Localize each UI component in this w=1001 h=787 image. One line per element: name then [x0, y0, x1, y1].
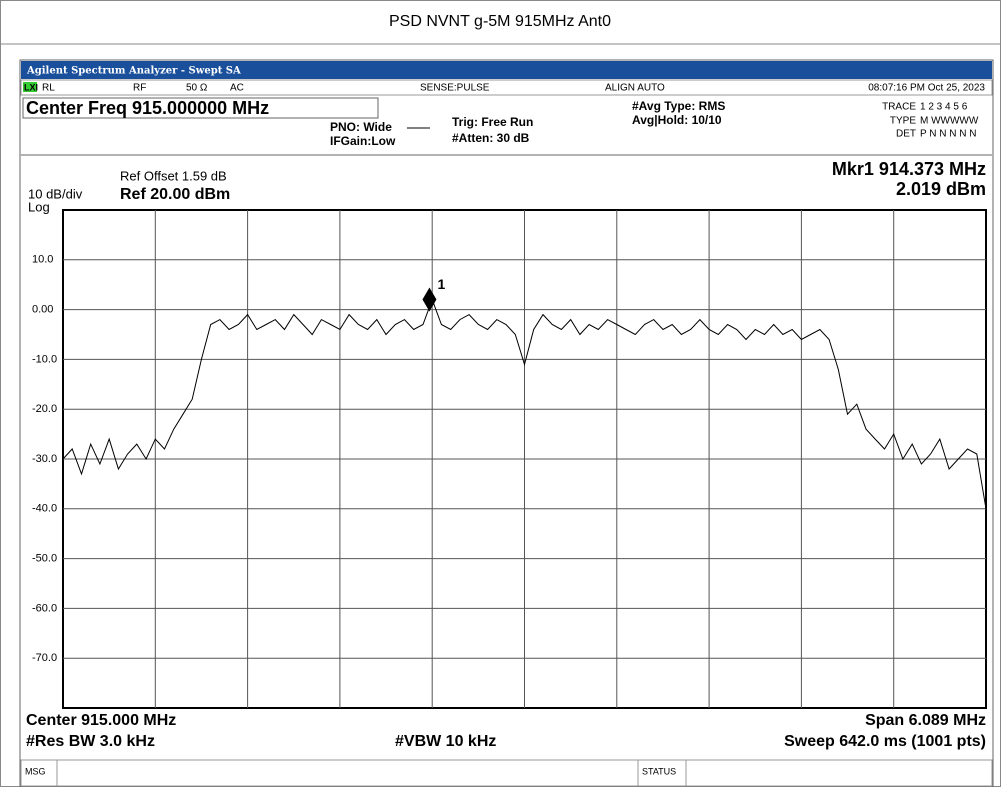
y-tick-label: -40.0	[32, 503, 57, 515]
msg: MSG	[25, 766, 46, 776]
type-label: TYPE	[890, 116, 916, 127]
y-tick-label: -50.0	[32, 553, 57, 565]
plot: 10.0 0.00 -10.0 -20.0 -30.0 -40.0 -50.0 -60.0 -7…	[32, 209, 987, 709]
ref-offset: Ref Offset 1.59 dB	[120, 168, 227, 183]
span: Span 6.089 MHz	[865, 712, 986, 729]
type-values: M WWWWW	[920, 116, 979, 127]
center-freq: Center Freq 915.000000 MHz	[26, 98, 269, 118]
y-tick-label: -70.0	[32, 652, 57, 664]
trace-values: 1 2 3 4 5 6	[920, 102, 968, 113]
y-tick-label: -30.0	[32, 453, 57, 465]
rf: RF	[133, 83, 146, 94]
rbw: #Res BW 3.0 kHz	[26, 733, 155, 750]
y-tick-label: 10.0	[32, 254, 53, 266]
ref-level: Ref 20.00 dBm	[120, 186, 230, 203]
status-row	[20, 79, 993, 96]
status-bar	[20, 759, 993, 787]
coupling: AC	[230, 83, 244, 94]
y-tick-label: -60.0	[32, 602, 57, 614]
center: Center 915.000 MHz	[26, 712, 176, 729]
align: ALIGN AUTO	[605, 83, 665, 94]
log: Log	[28, 199, 50, 214]
datetime: 08:07:16 PM Oct 25, 2023	[868, 83, 985, 94]
marker-label: 1	[437, 276, 445, 292]
status: STATUS	[642, 766, 676, 776]
marker-freq: Mkr1 914.373 MHz	[832, 159, 986, 179]
det-label: DET	[896, 129, 916, 140]
avg-hold: Avg|Hold: 10/10	[632, 113, 722, 127]
page-title: PSD NVNT g-5M 915MHz Ant0	[389, 13, 611, 30]
ifgain: IFGain:Low	[330, 134, 396, 148]
trace	[62, 298, 987, 509]
trig: Trig: Free Run	[452, 115, 533, 129]
y-tick-label: -10.0	[32, 353, 57, 365]
atten: #Atten: 30 dB	[452, 131, 530, 145]
title-bar	[21, 61, 992, 79]
y-tick-label: 0.00	[32, 304, 53, 316]
pno: PNO: Wide	[330, 120, 392, 134]
marker-level: 2.019 dBm	[896, 179, 986, 199]
lxi: LXI	[24, 82, 38, 92]
det-values: P N N N N N	[920, 129, 977, 140]
impedance: 50 Ω	[186, 83, 208, 94]
marker	[422, 287, 437, 312]
vbw: #VBW 10 kHz	[395, 733, 496, 750]
trace-label: TRACE	[882, 102, 916, 113]
center-freq-box	[22, 97, 379, 119]
avg-type: #Avg Type: RMS	[632, 99, 725, 113]
rl: RL	[42, 83, 55, 94]
scale: 10 dB/div	[28, 186, 83, 201]
sweep: Sweep 642.0 ms (1001 pts)	[784, 733, 986, 750]
sense: SENSE:PULSE	[420, 83, 490, 94]
y-tick-label: -20.0	[32, 403, 57, 415]
window-title: Agilent Spectrum Analyzer - Swept SA	[26, 66, 241, 77]
lxi-badge	[23, 82, 37, 92]
